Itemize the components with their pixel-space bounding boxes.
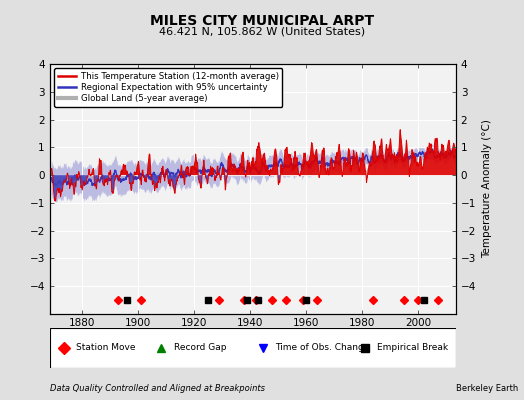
Text: 1880: 1880 xyxy=(69,318,95,328)
Text: 1940: 1940 xyxy=(237,318,263,328)
Text: 1980: 1980 xyxy=(349,318,375,328)
Text: Empirical Break: Empirical Break xyxy=(377,344,448,352)
Text: Time of Obs. Change: Time of Obs. Change xyxy=(275,344,369,352)
Text: Data Quality Controlled and Aligned at Breakpoints: Data Quality Controlled and Aligned at B… xyxy=(50,384,265,393)
Y-axis label: Temperature Anomaly (°C): Temperature Anomaly (°C) xyxy=(482,120,492,258)
Text: 1960: 1960 xyxy=(293,318,319,328)
FancyBboxPatch shape xyxy=(50,328,456,368)
Text: 46.421 N, 105.862 W (United States): 46.421 N, 105.862 W (United States) xyxy=(159,26,365,36)
Text: Station Move: Station Move xyxy=(76,344,136,352)
Text: 1900: 1900 xyxy=(125,318,151,328)
Text: MILES CITY MUNICIPAL ARPT: MILES CITY MUNICIPAL ARPT xyxy=(150,14,374,28)
Text: Record Gap: Record Gap xyxy=(173,344,226,352)
Text: 1920: 1920 xyxy=(181,318,207,328)
Text: Berkeley Earth: Berkeley Earth xyxy=(456,384,518,393)
Text: 2000: 2000 xyxy=(405,318,431,328)
Legend: This Temperature Station (12-month average), Regional Expectation with 95% uncer: This Temperature Station (12-month avera… xyxy=(54,68,282,106)
